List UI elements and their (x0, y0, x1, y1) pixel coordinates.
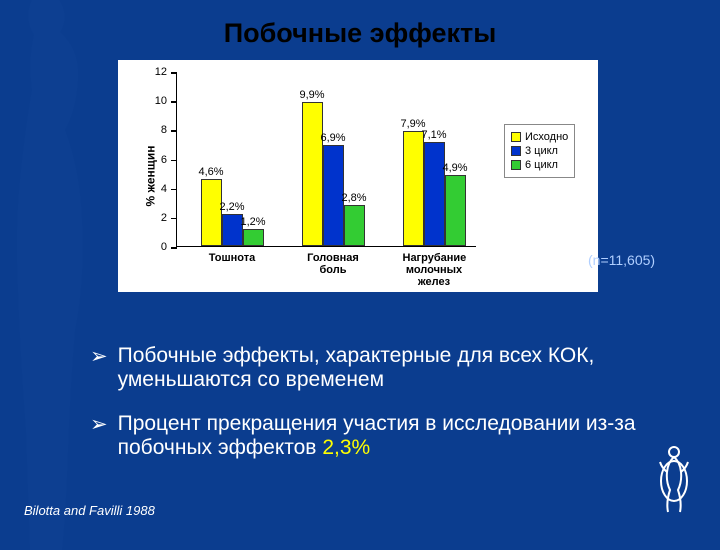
chart-legend: Исходно 3 цикл 6 цикл (504, 124, 575, 178)
legend-item: Исходно (511, 131, 568, 143)
y-tick-label: 2 (161, 212, 167, 224)
legend-item: 6 цикл (511, 159, 568, 171)
bullet-list: ➢Побочные эффекты, характерные для всех … (90, 344, 660, 480)
bullet-marker-icon: ➢ (90, 344, 108, 392)
y-tick-label: 4 (161, 183, 167, 195)
bar: 2,2% (222, 214, 243, 246)
legend-swatch (511, 160, 521, 170)
bar-value-label: 1,2% (240, 216, 265, 228)
y-tick (171, 130, 177, 132)
bullet-item: ➢Процент прекращения участия в исследова… (90, 412, 660, 460)
bar: 6,9% (323, 145, 344, 246)
bar-value-label: 9,9% (299, 89, 324, 101)
y-tick (171, 218, 177, 220)
bullet-marker-icon: ➢ (90, 412, 108, 460)
legend-swatch (511, 146, 521, 156)
y-tick (171, 160, 177, 162)
y-tick-label: 8 (161, 124, 167, 136)
sample-size-label: (n=11,605) (588, 252, 655, 268)
y-tick (171, 72, 177, 74)
bullet-text: Процент прекращения участия в исследован… (118, 412, 660, 460)
figure-icon (650, 444, 698, 514)
y-tick-label: 0 (161, 241, 167, 253)
legend-label: 6 цикл (525, 159, 558, 171)
bar-group: 7,9%7,1%4,9%Нагрубаниемолочных желез (403, 72, 466, 246)
bar-value-label: 2,2% (219, 201, 244, 213)
bar: 2,8% (344, 205, 365, 246)
y-tick-label: 10 (155, 95, 167, 107)
bar: 7,9% (403, 131, 424, 246)
bar: 4,6% (201, 179, 222, 246)
legend-item: 3 цикл (511, 145, 568, 157)
citation: Bilotta and Favilli 1988 (24, 503, 155, 518)
bar-value-label: 7,9% (400, 118, 425, 130)
bar: 1,2% (243, 229, 264, 247)
y-tick-label: 12 (155, 66, 167, 78)
legend-swatch (511, 132, 521, 142)
category-label: Головная боль (302, 252, 365, 276)
category-label: Тошнота (201, 252, 264, 264)
bullet-text: Побочные эффекты, характерные для всех К… (118, 344, 660, 392)
bar-value-label: 6,9% (320, 132, 345, 144)
y-tick-label: 6 (161, 154, 167, 166)
bar-value-label: 4,6% (198, 166, 223, 178)
y-tick (171, 101, 177, 103)
bar: 4,9% (445, 175, 466, 246)
y-tick (171, 247, 177, 249)
accent-text: 2,3% (322, 436, 370, 459)
bar-value-label: 7,1% (421, 129, 446, 141)
legend-label: Исходно (525, 131, 568, 143)
bar: 9,9% (302, 102, 323, 246)
bar-group: 9,9%6,9%2,8%Головная боль (302, 72, 365, 246)
bar-group: 4,6%2,2%1,2%Тошнота (201, 72, 264, 246)
bar: 7,1% (424, 142, 445, 246)
legend-label: 3 цикл (525, 145, 558, 157)
chart-panel: % женщин 0246810124,6%2,2%1,2%Тошнота9,9… (118, 60, 598, 292)
y-axis-label: % женщин (144, 145, 158, 206)
y-tick (171, 189, 177, 191)
bar-value-label: 2,8% (341, 192, 366, 204)
bullet-item: ➢Побочные эффекты, характерные для всех … (90, 344, 660, 392)
bar-value-label: 4,9% (442, 162, 467, 174)
chart-plot: 0246810124,6%2,2%1,2%Тошнота9,9%6,9%2,8%… (176, 72, 476, 247)
category-label: Нагрубаниемолочных желез (403, 252, 466, 288)
